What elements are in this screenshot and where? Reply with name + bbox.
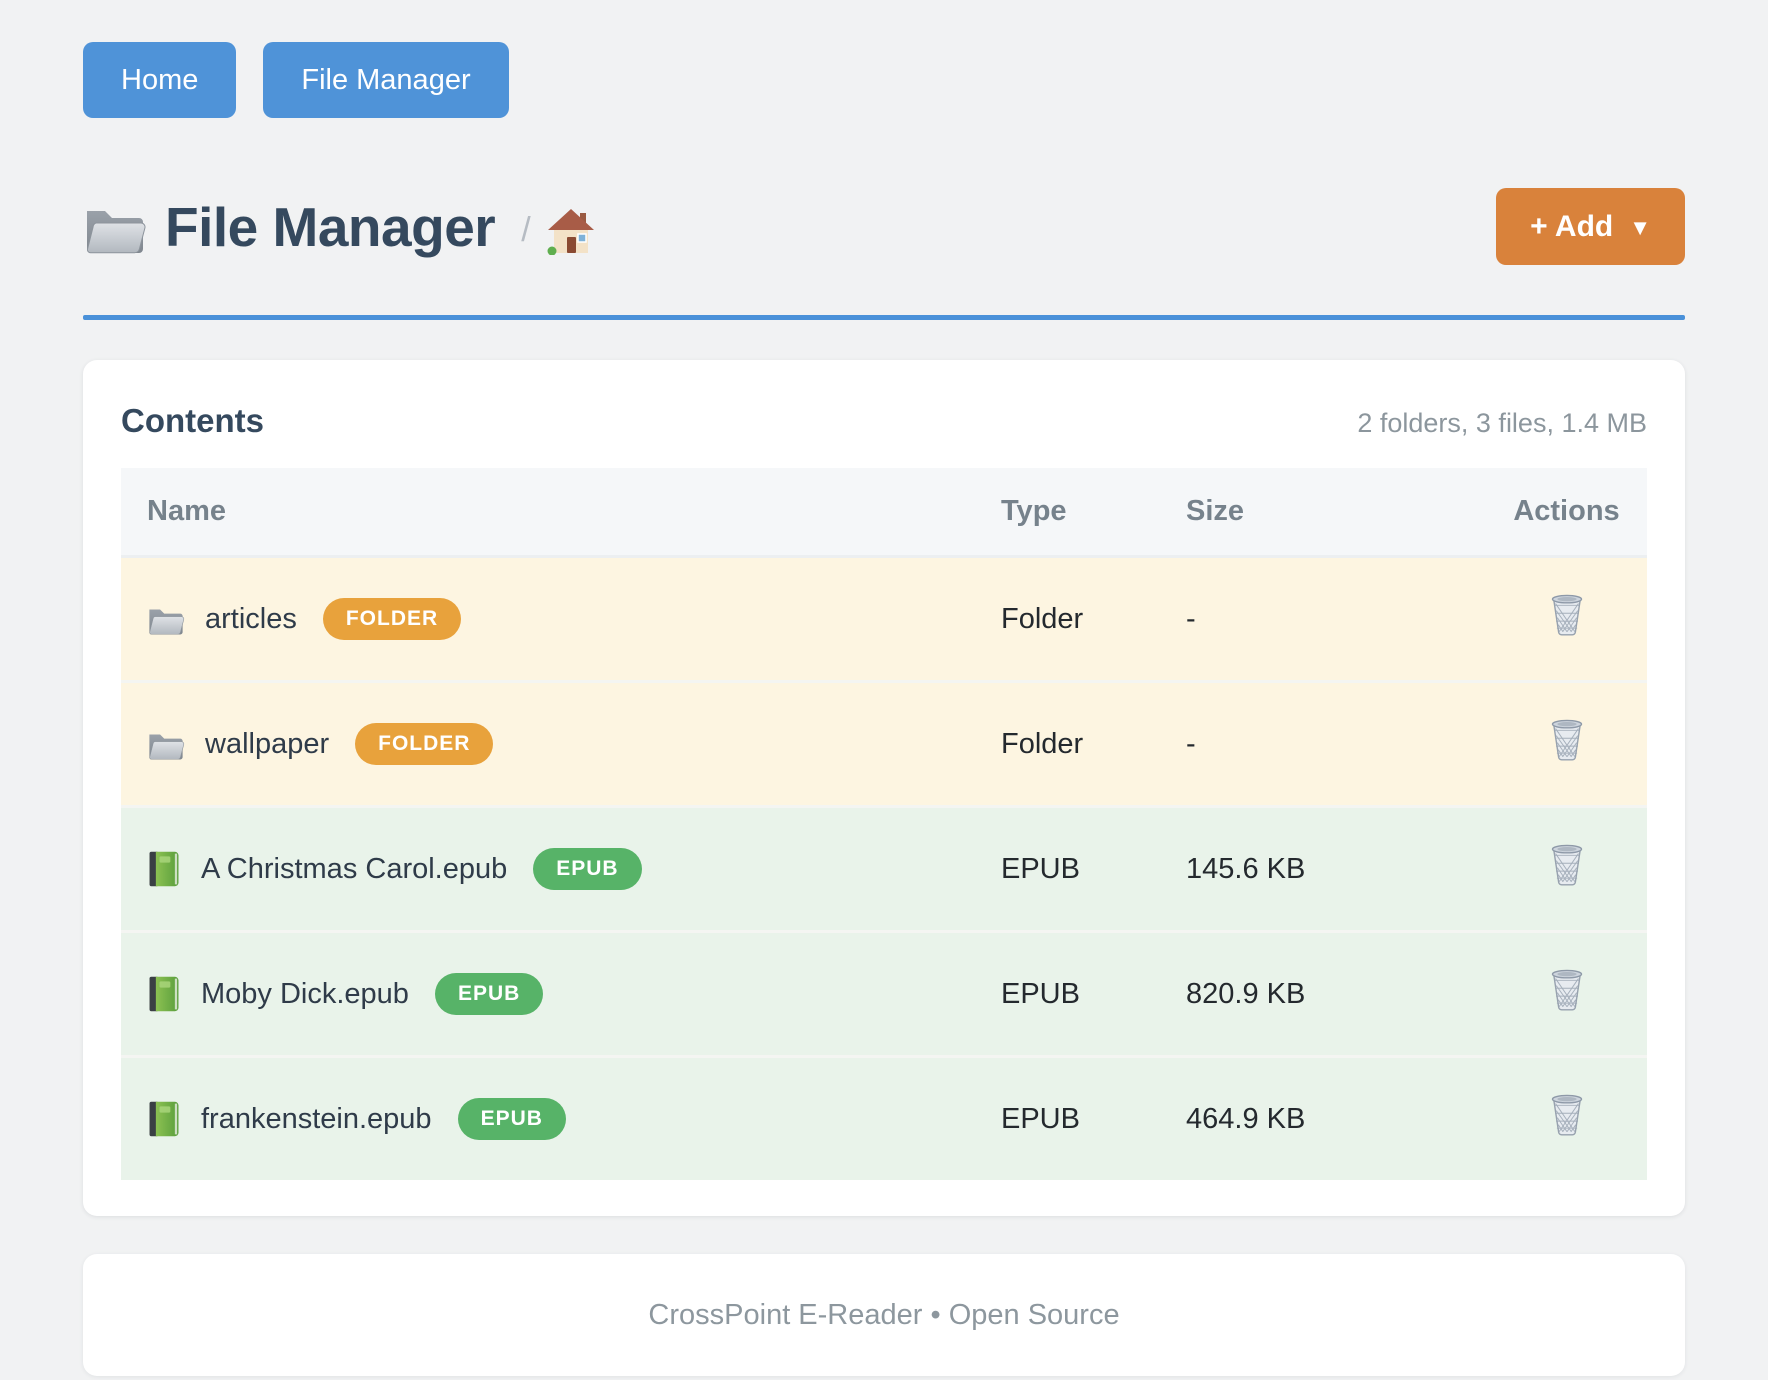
file-size: - bbox=[1186, 602, 1196, 635]
caret-down-icon: ▼ bbox=[1629, 214, 1651, 240]
contents-title: Contents bbox=[121, 402, 264, 439]
file-type: EPUB bbox=[1001, 852, 1080, 885]
file-size: 464.9 KB bbox=[1186, 1102, 1306, 1135]
file-size: 145.6 KB bbox=[1186, 852, 1306, 885]
folder-icon bbox=[86, 210, 146, 253]
epub-badge: EPUB bbox=[457, 1098, 566, 1140]
page-header: File Manager / + Add ▼ bbox=[83, 188, 1685, 265]
delete-button[interactable] bbox=[1548, 968, 1586, 1012]
table-header-row: Name Type Size Actions bbox=[121, 468, 1647, 557]
file-type: EPUB bbox=[1001, 977, 1080, 1010]
breadcrumb-separator: / bbox=[521, 211, 531, 249]
file-type: Folder bbox=[1001, 602, 1084, 635]
add-button[interactable]: + Add ▼ bbox=[1496, 188, 1685, 265]
title-divider bbox=[83, 315, 1685, 320]
file-size: - bbox=[1186, 727, 1196, 760]
column-header-actions: Actions bbox=[1513, 495, 1620, 527]
footer-text: CrossPoint E-Reader • Open Source bbox=[648, 1298, 1120, 1331]
table-row-wallpaper: wallpaper FOLDER Folder - bbox=[121, 681, 1647, 807]
footer: CrossPoint E-Reader • Open Source bbox=[83, 1254, 1685, 1376]
contents-summary: 2 folders, 3 files, 1.4 MB bbox=[1357, 408, 1647, 438]
trash-icon bbox=[1551, 719, 1582, 761]
contents-card: Contents 2 folders, 3 files, 1.4 MB Name… bbox=[83, 360, 1685, 1216]
table-row-moby-dick: Moby Dick.epub EPUB EPUB 820.9 KB bbox=[121, 931, 1647, 1057]
file-name-link[interactable]: wallpaper bbox=[205, 727, 330, 760]
file-size: 820.9 KB bbox=[1186, 977, 1306, 1010]
table-row-christmas-carol: A Christmas Carol.epub EPUB EPUB 145.6 K… bbox=[121, 806, 1647, 932]
file-type: EPUB bbox=[1001, 1102, 1080, 1135]
delete-button[interactable] bbox=[1548, 843, 1586, 887]
file-name-link[interactable]: Moby Dick.epub bbox=[201, 977, 409, 1010]
table-row-frankenstein: frankenstein.epub EPUB EPUB 464.9 KB bbox=[121, 1056, 1647, 1180]
page-title: File Manager bbox=[165, 195, 496, 258]
file-name-link[interactable]: A Christmas Carol.epub bbox=[201, 852, 508, 885]
trash-icon bbox=[1551, 969, 1582, 1011]
trash-icon bbox=[1551, 594, 1582, 636]
title-group: File Manager / bbox=[83, 195, 595, 259]
add-button-label: + Add bbox=[1530, 209, 1614, 243]
epub-badge: EPUB bbox=[434, 973, 544, 1015]
contents-card-header: Contents 2 folders, 3 files, 1.4 MB bbox=[121, 402, 1647, 440]
folder-icon bbox=[149, 609, 185, 635]
file-manager-button[interactable]: File Manager bbox=[263, 42, 509, 118]
folder-badge: FOLDER bbox=[355, 723, 494, 765]
house-icon[interactable] bbox=[546, 207, 595, 255]
book-icon bbox=[149, 976, 179, 1012]
table-row-articles: articles FOLDER Folder - bbox=[121, 556, 1647, 682]
epub-badge: EPUB bbox=[533, 848, 642, 890]
book-icon bbox=[149, 851, 179, 887]
trash-icon bbox=[1551, 1094, 1582, 1136]
book-icon bbox=[149, 1101, 179, 1137]
trash-icon bbox=[1551, 844, 1582, 886]
top-nav: Home File Manager bbox=[83, 42, 1685, 118]
delete-button[interactable] bbox=[1548, 593, 1586, 637]
file-table: Name Type Size Actions articles FOLDER bbox=[121, 468, 1647, 1180]
page-root: Home File Manager File Manager / + Add ▼… bbox=[83, 0, 1685, 1376]
delete-button[interactable] bbox=[1548, 1093, 1586, 1137]
file-name-link[interactable]: articles bbox=[205, 602, 297, 635]
home-button[interactable]: Home bbox=[83, 42, 237, 118]
file-name-link[interactable]: frankenstein.epub bbox=[201, 1102, 432, 1135]
file-type: Folder bbox=[1001, 727, 1084, 760]
column-header-size: Size bbox=[1186, 495, 1245, 527]
column-header-type: Type bbox=[1001, 495, 1067, 527]
folder-badge: FOLDER bbox=[322, 598, 462, 640]
folder-icon bbox=[149, 734, 185, 760]
column-header-name: Name bbox=[147, 495, 226, 527]
delete-button[interactable] bbox=[1548, 718, 1586, 762]
